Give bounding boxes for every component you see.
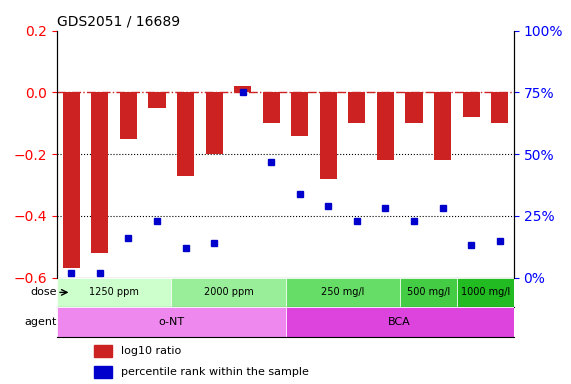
- Bar: [348, 93, 365, 123]
- Bar: [491, 93, 508, 123]
- Bar: [463, 93, 480, 117]
- Bar: [286, 307, 514, 337]
- Bar: [291, 93, 308, 136]
- Text: 2000 ppm: 2000 ppm: [203, 287, 254, 297]
- Text: agent: agent: [25, 317, 57, 327]
- Bar: [434, 93, 451, 161]
- Bar: [377, 93, 394, 161]
- Text: log10 ratio: log10 ratio: [121, 346, 182, 356]
- Bar: [94, 345, 112, 357]
- Bar: [63, 93, 80, 268]
- Bar: [457, 278, 514, 307]
- Text: GDS2051 / 16689: GDS2051 / 16689: [57, 14, 180, 28]
- Text: dose: dose: [31, 287, 57, 297]
- Bar: [94, 366, 112, 378]
- Text: 250 mg/l: 250 mg/l: [321, 287, 364, 297]
- Bar: [286, 278, 400, 307]
- Bar: [177, 93, 194, 176]
- Bar: [57, 278, 171, 307]
- Bar: [405, 93, 423, 123]
- Bar: [171, 278, 286, 307]
- Text: percentile rank within the sample: percentile rank within the sample: [121, 367, 309, 377]
- Bar: [120, 93, 137, 139]
- Bar: [57, 307, 286, 337]
- Bar: [320, 93, 337, 179]
- Text: 1250 ppm: 1250 ppm: [89, 287, 139, 297]
- Text: 500 mg/l: 500 mg/l: [407, 287, 450, 297]
- Text: BCA: BCA: [388, 317, 411, 327]
- Bar: [263, 93, 280, 123]
- Bar: [91, 93, 108, 253]
- Bar: [234, 86, 251, 93]
- Bar: [206, 93, 223, 154]
- Text: 1000 mg/l: 1000 mg/l: [461, 287, 510, 297]
- Bar: [148, 93, 166, 108]
- Bar: [400, 278, 457, 307]
- Text: o-NT: o-NT: [158, 317, 184, 327]
